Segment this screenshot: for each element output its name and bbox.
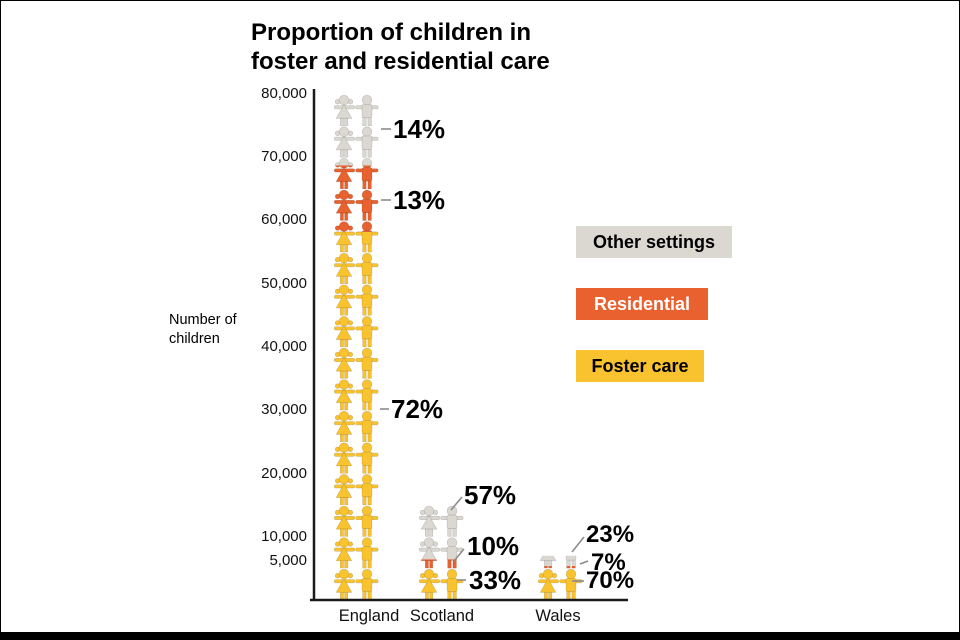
xcat-wales: Wales [535, 607, 581, 625]
pct-label-wales-other: 23% [586, 521, 635, 548]
legend-residential: Residential [576, 288, 708, 320]
pct-label-wales-residential: 7% [591, 549, 626, 576]
legend-foster-care: Foster care [576, 350, 704, 382]
xcat-scotland: Scotland [409, 607, 475, 625]
ytick-30000: 30,000 [261, 401, 307, 418]
label-leader-lines [380, 128, 589, 582]
pct-label-wales-foster: 70% [586, 567, 635, 594]
axes [310, 89, 628, 602]
legend-other-settings: Other settings [576, 226, 732, 258]
ytick-80000: 80,000 [261, 85, 307, 102]
ytick-50000: 50,000 [261, 275, 307, 292]
footer-bar [1, 632, 959, 639]
pct-label-scotland-residential: 10% [467, 531, 520, 561]
xcat-england: England [338, 607, 400, 625]
ytick-10000: 10,000 [261, 528, 307, 545]
ytick-70000: 70,000 [261, 148, 307, 165]
ytick-5000: 5,000 [269, 552, 307, 569]
pct-label-scotland-foster: 33% [469, 565, 522, 595]
ytick-60000: 60,000 [261, 211, 307, 228]
pct-label-england-foster: 72% [391, 394, 444, 424]
y-axis-title: Number of children [169, 312, 237, 347]
pct-label-england-other: 14% [393, 114, 446, 144]
ytick-40000: 40,000 [261, 338, 307, 355]
pictogram-columns [333, 94, 583, 601]
chart-title: Proportion of children in foster and res… [251, 19, 550, 75]
ytick-20000: 20,000 [261, 465, 307, 482]
pct-label-england-residential: 13% [393, 185, 446, 215]
pct-label-scotland-other: 57% [464, 480, 517, 510]
